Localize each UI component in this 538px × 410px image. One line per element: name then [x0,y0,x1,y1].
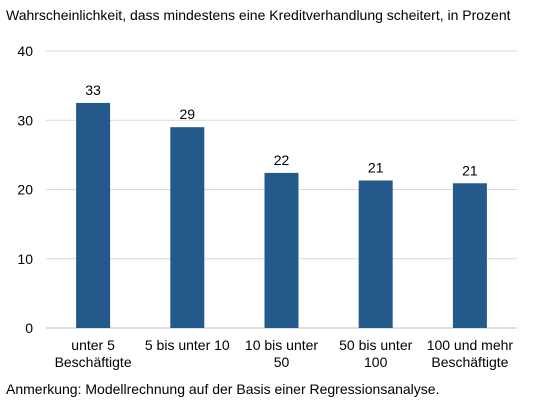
category-label-line: 50 [274,354,290,370]
data-label: 21 [368,159,384,175]
category-label-line: 10 bis unter [245,337,318,353]
bar [76,102,111,328]
data-label: 29 [180,106,196,122]
y-tick-label: 20 [17,182,33,198]
category-label-line: Beschäftigte [431,354,508,370]
category-label-line: 50 bis unter [339,337,412,353]
data-label: 21 [462,162,478,178]
y-tick-label: 0 [25,320,33,336]
category-label: 100 und mehr Beschäftigte [427,337,514,370]
y-axis-ticks: 0 10 20 30 40 [17,43,33,336]
category-label-line: 100 und mehr [427,337,514,353]
y-tick-label: 40 [17,43,33,59]
category-label-line: 100 [364,354,388,370]
category-label-line: unter 5 [71,337,115,353]
category-label: unter 5 Beschäftigte [55,337,132,370]
category-label-line: Beschäftigte [55,354,132,370]
y-tick-label: 10 [17,251,33,267]
bars [76,102,487,328]
data-label: 22 [274,152,290,168]
chart-title: Wahrscheinlichkeit, dass mindestens eine… [6,7,511,23]
footnote: Anmerkung: Modellrechnung auf der Basis … [6,381,440,397]
bar [170,127,205,328]
category-label-line: 5 bis unter 10 [145,337,230,353]
data-label: 33 [85,82,101,98]
y-tick-label: 30 [17,112,33,128]
category-label: 10 bis unter 50 [245,337,318,370]
category-label: 5 bis unter 10 [145,337,230,353]
bar [358,180,393,328]
data-labels: 33 29 22 21 21 [85,82,478,178]
bar [452,183,487,328]
category-label: 50 bis unter 100 [339,337,412,370]
bar [264,172,299,328]
